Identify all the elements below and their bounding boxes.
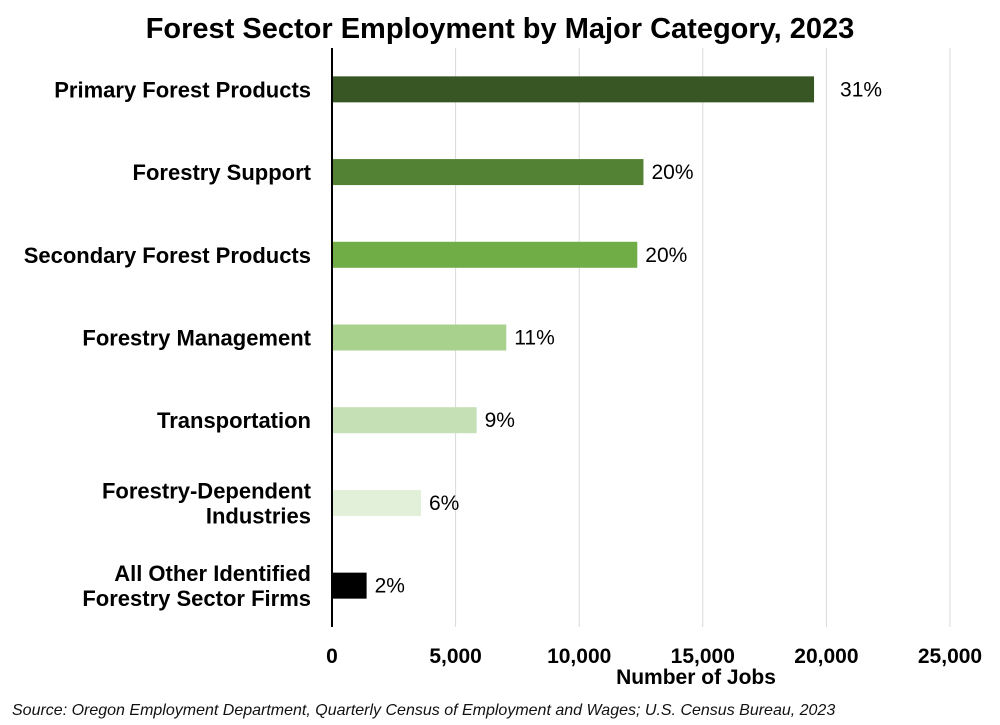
chart-title: Forest Sector Employment by Major Catego… <box>146 13 855 45</box>
category-label-line: Industries <box>206 503 311 528</box>
category-label: Transportation <box>157 408 311 433</box>
bar <box>332 489 421 516</box>
x-tick-label: 5,000 <box>429 645 482 668</box>
data-label: 2% <box>375 575 405 598</box>
gridlines <box>455 48 951 627</box>
source-note: Source: Oregon Employment Department, Qu… <box>12 702 836 719</box>
bar <box>332 572 367 599</box>
category-label-line: Secondary Forest Products <box>24 243 311 268</box>
category-label-line: Forestry-Dependent <box>102 478 312 503</box>
data-label: 20% <box>651 161 693 184</box>
category-label: Forestry-Dependent Industries <box>102 478 312 528</box>
bars <box>332 76 815 599</box>
category-label: Forestry Management <box>82 326 311 351</box>
category-labels: Primary Forest Products Forestry Support S… <box>24 77 312 611</box>
category-label: Primary Forest Products <box>54 77 311 102</box>
bar <box>332 159 644 186</box>
category-label-line: Primary Forest Products <box>54 77 311 102</box>
bar <box>332 324 507 351</box>
category-label-line: Transportation <box>157 408 311 433</box>
x-tick-label: 0 <box>326 645 338 668</box>
data-label: 31% <box>840 78 882 101</box>
category-label-line: Forestry Management <box>82 326 311 351</box>
bar <box>332 76 815 103</box>
data-label: 20% <box>645 244 687 267</box>
x-tick-label: 10,000 <box>547 645 611 668</box>
category-label: Secondary Forest Products <box>24 243 311 268</box>
category-label: All Other Identified Forestry Sector Firm… <box>82 561 311 611</box>
bar <box>332 407 477 434</box>
category-label-line: Forestry Sector Firms <box>82 586 311 611</box>
x-tick-label: 25,000 <box>918 645 982 668</box>
x-tick-label: 15,000 <box>671 645 735 668</box>
data-labels: 31% 20% 20% 11% 9% 6% 2% <box>375 78 882 597</box>
x-axis-label: Number of Jobs <box>616 666 776 689</box>
category-label-line: All Other Identified <box>114 561 311 586</box>
data-label: 11% <box>514 327 554 350</box>
x-tick-labels: 0 5,000 10,000 15,000 20,000 25,000 <box>326 645 982 668</box>
category-label-line: Forestry Support <box>133 160 312 185</box>
data-label: 6% <box>429 492 459 515</box>
category-label: Forestry Support <box>133 160 312 185</box>
x-tick-label: 20,000 <box>794 645 858 668</box>
bar <box>332 241 638 268</box>
data-label: 9% <box>485 409 515 432</box>
